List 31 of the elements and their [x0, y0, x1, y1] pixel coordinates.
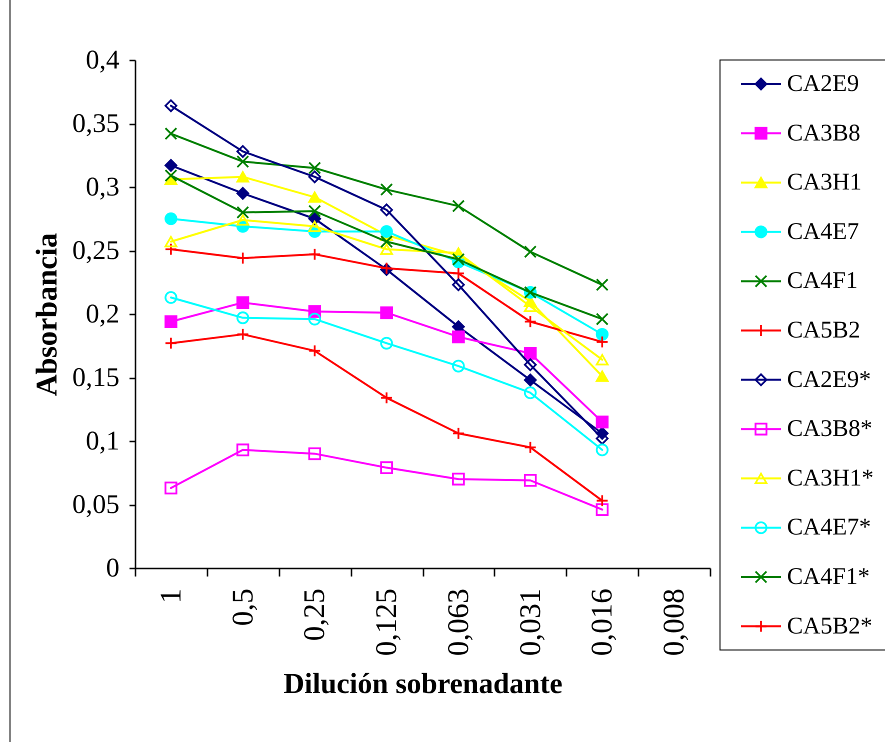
y-tick-label: 0,25 — [72, 235, 120, 265]
y-tick-label: 0,4 — [86, 44, 120, 74]
y-tick-label: 0,15 — [72, 362, 120, 392]
y-tick-label: 0,2 — [86, 298, 120, 328]
y-tick-label: 0,35 — [72, 108, 120, 138]
legend-label: CA5B2* — [787, 613, 872, 640]
legend-label: CA2E9* — [787, 366, 871, 393]
legend-label: CA4E7 — [787, 218, 859, 245]
legend-label: CA3B8 — [787, 120, 860, 146]
x-tick-label: 0,5 — [226, 588, 260, 626]
x-axis-title: Dilución sobrenadante — [283, 668, 563, 700]
legend-label: CA4F1* — [787, 564, 870, 590]
y-tick-label: 0,05 — [72, 489, 120, 519]
legend-label: CA3B8* — [787, 416, 872, 442]
x-tick-label: 0,063 — [442, 588, 475, 656]
x-tick-label: 0,031 — [514, 588, 547, 656]
x-tick-label: 0,25 — [298, 588, 332, 641]
legend-label: CA2E9 — [787, 71, 859, 97]
y-tick-label: 0,1 — [86, 426, 120, 456]
x-tick-label: 0,016 — [586, 588, 619, 656]
legend-label: CA3H1 — [787, 170, 862, 196]
x-tick-label: 1 — [154, 588, 188, 604]
legend-label: CA4E7* — [787, 514, 871, 541]
y-axis-title: Absorbancia — [30, 232, 64, 396]
legend-label: CA3H1* — [787, 465, 874, 492]
y-tick-label: 0 — [106, 552, 120, 582]
x-tick-label: 0,125 — [370, 588, 404, 656]
x-tick-label: 0,008 — [658, 588, 691, 656]
legend-label: CA5B2 — [787, 318, 860, 344]
legend-label: CA4F1 — [787, 268, 858, 294]
y-tick-label: 0,3 — [86, 172, 120, 202]
